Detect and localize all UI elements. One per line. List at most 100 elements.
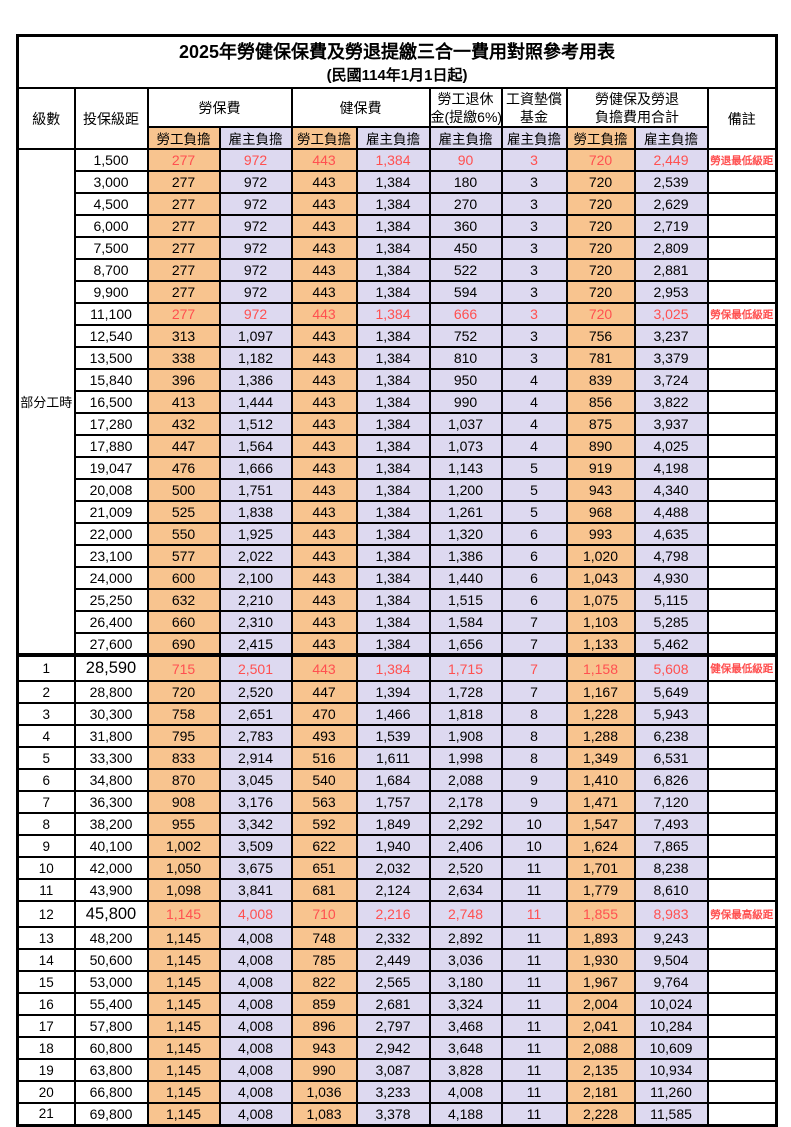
labor-employer-cell: 4,008 — [218, 970, 293, 994]
health-employee-cell: 443 — [290, 544, 358, 568]
table-row: 8,700 277 972 443 1,384 522 3 720 2,881 — [18, 258, 778, 282]
salary-cell: 57,800 — [73, 1014, 149, 1038]
wage-fund-employer-cell: 4 — [500, 368, 568, 392]
health-employer-cell: 1,384 — [355, 632, 431, 656]
table-row: 21,009 525 1,838 443 1,384 1,261 5 968 4,488 — [18, 500, 778, 524]
total-employee-cell: 1,779 — [565, 878, 636, 902]
wage-fund-employer-cell: 10 — [500, 812, 568, 836]
salary-cell: 8,700 — [73, 258, 149, 282]
total-employee-cell: 720 — [565, 214, 636, 238]
wage-fund-employer-cell: 5 — [500, 500, 568, 524]
level-cell: 5 — [16, 746, 76, 770]
total-employer-cell: 4,635 — [633, 522, 709, 546]
pension-employer-cell: 1,656 — [428, 632, 503, 656]
labor-employee-cell: 413 — [146, 390, 221, 414]
remark-cell — [706, 522, 778, 546]
total-employee-cell: 1,133 — [565, 632, 636, 656]
table-row: 27,600 690 2,415 443 1,384 1,656 7 1,133 5,462 — [18, 632, 778, 656]
labor-employer-cell: 4,008 — [218, 926, 293, 950]
table-row: 17 57,800 1,145 4,008 896 2,797 3,468 11 2,041 10… — [16, 1014, 778, 1038]
pension-employer-cell: 1,200 — [428, 478, 503, 502]
wage-fund-employer-cell: 11 — [500, 948, 568, 972]
wage-fund-employer-cell: 3 — [500, 148, 568, 172]
labor-employer-cell: 2,520 — [218, 680, 293, 704]
labor-employer-cell: 2,100 — [218, 566, 293, 590]
col-header-pension: 勞工退休 金(提繳6%) — [428, 87, 503, 128]
wage-fund-employer-cell: 4 — [500, 390, 568, 414]
salary-cell: 11,100 — [73, 302, 149, 326]
table-row: 2 28,800 720 2,520 447 1,394 1,728 7 1,167 5,649 — [16, 680, 778, 704]
total-employee-cell: 2,088 — [565, 1036, 636, 1060]
wage-fund-employer-cell: 6 — [500, 588, 568, 612]
pension-employer-cell: 2,292 — [428, 812, 503, 836]
labor-employer-cell: 3,342 — [218, 812, 293, 836]
total-employer-cell: 5,285 — [633, 610, 709, 634]
col-header-wage-fund: 工資墊償 基金 — [500, 87, 568, 128]
labor-employee-cell: 338 — [146, 346, 221, 370]
labor-employer-cell: 972 — [218, 236, 293, 260]
health-employee-cell: 443 — [290, 653, 358, 682]
health-employee-cell: 681 — [290, 878, 358, 902]
salary-cell: 27,600 — [73, 632, 149, 656]
labor-employer-cell: 2,914 — [218, 746, 293, 770]
level-cell: 16 — [16, 992, 76, 1016]
wage-fund-employer-cell: 7 — [500, 680, 568, 704]
pension-employer-cell: 450 — [428, 236, 503, 260]
total-employer-cell: 2,809 — [633, 236, 709, 260]
health-employer-cell: 1,384 — [355, 236, 431, 260]
total-employee-cell: 919 — [565, 456, 636, 480]
pension-label-line2: 金(提繳6%) — [430, 108, 502, 125]
health-employee-cell: 443 — [290, 412, 358, 436]
labor-employer-cell: 1,097 — [218, 324, 293, 348]
remark-cell — [706, 878, 778, 902]
salary-cell: 16,500 — [73, 390, 149, 414]
table-row: 23,100 577 2,022 443 1,384 1,386 6 1,020 4,798 — [18, 544, 778, 568]
level-cell: 21 — [16, 1102, 76, 1126]
premium-table: 2025年勞健保保費及勞退提繳三合一費用對照參考用表 (民國114年1月1日起)… — [16, 34, 779, 1127]
health-employer-cell: 2,032 — [355, 856, 431, 880]
labor-employee-cell: 1,145 — [146, 1058, 221, 1082]
salary-cell: 43,900 — [73, 878, 149, 902]
labor-employee-cell: 1,145 — [146, 1102, 221, 1126]
wage-fund-employer-cell: 8 — [500, 702, 568, 726]
total-employee-cell: 1,158 — [565, 653, 636, 682]
health-employer-cell: 1,539 — [355, 724, 431, 748]
labor-employer-cell: 4,008 — [218, 1014, 293, 1038]
labor-employer-cell: 1,386 — [218, 368, 293, 392]
labor-employer-cell: 1,666 — [218, 456, 293, 480]
total-employer-cell: 2,539 — [633, 170, 709, 194]
labor-employer-cell: 4,008 — [218, 1080, 293, 1104]
table-body: 部分工時 1,500 277 972 443 1,384 90 3 720 2,449 勞退最低級距… — [16, 148, 778, 1126]
total-employer-cell: 5,943 — [633, 702, 709, 726]
labor-employer-header: 雇主負擔 — [218, 126, 293, 150]
remark-cell — [706, 1102, 778, 1126]
health-employee-cell: 651 — [290, 856, 358, 880]
labor-employee-cell: 1,002 — [146, 834, 221, 858]
salary-cell: 42,000 — [73, 856, 149, 880]
pension-employer-cell: 2,088 — [428, 768, 503, 792]
remark-cell — [706, 588, 778, 612]
total-employee-cell: 720 — [565, 302, 636, 326]
wage-fund-employer-cell: 11 — [500, 992, 568, 1016]
health-employee-cell: 443 — [290, 214, 358, 238]
wage-fund-employer-cell: 8 — [500, 724, 568, 748]
labor-employee-cell: 1,145 — [146, 992, 221, 1016]
salary-cell: 23,100 — [73, 544, 149, 568]
total-label-line1: 勞健保及勞退 — [595, 90, 679, 107]
labor-employee-cell: 1,145 — [146, 970, 221, 994]
labor-employee-cell: 870 — [146, 768, 221, 792]
total-employee-cell: 2,228 — [565, 1102, 636, 1126]
salary-cell: 45,800 — [73, 900, 149, 928]
remark-cell — [706, 368, 778, 392]
labor-employer-cell: 2,310 — [218, 610, 293, 634]
labor-employer-cell: 1,182 — [218, 346, 293, 370]
total-employer-cell: 4,198 — [633, 456, 709, 480]
labor-employee-cell: 277 — [146, 192, 221, 216]
remark-cell — [706, 434, 778, 458]
labor-employee-cell: 277 — [146, 170, 221, 194]
labor-employee-cell: 632 — [146, 588, 221, 612]
remark-cell — [706, 970, 778, 994]
labor-employee-cell: 1,098 — [146, 878, 221, 902]
health-employee-cell: 443 — [290, 522, 358, 546]
salary-cell: 6,000 — [73, 214, 149, 238]
